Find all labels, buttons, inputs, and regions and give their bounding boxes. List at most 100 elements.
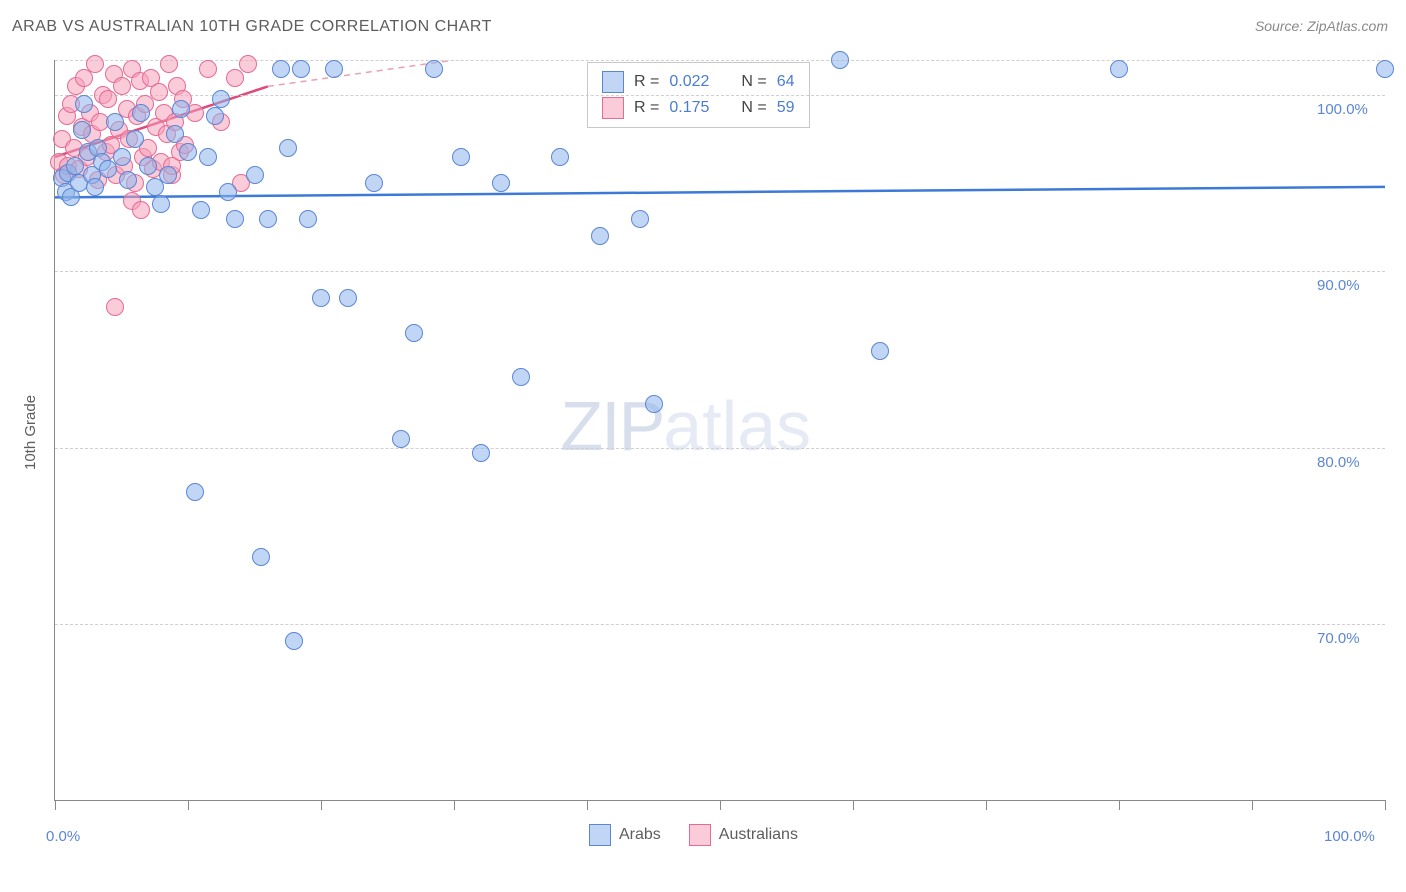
data-point-arabs bbox=[452, 148, 470, 166]
n-value-arabs: 64 bbox=[777, 69, 795, 95]
data-point-australians bbox=[86, 55, 104, 73]
data-point-arabs bbox=[126, 130, 144, 148]
data-point-australians bbox=[113, 77, 131, 95]
n-label: N = bbox=[741, 69, 766, 95]
r-value-arabs: 0.022 bbox=[669, 69, 709, 95]
data-point-australians bbox=[199, 60, 217, 78]
plot-area: ZIPatlas R = 0.022 N = 64 R = 0.175 N = … bbox=[54, 60, 1385, 801]
data-point-arabs bbox=[113, 148, 131, 166]
r-label: R = bbox=[634, 95, 659, 121]
x-tick-mark bbox=[853, 800, 854, 810]
swatch-australians bbox=[689, 824, 711, 846]
legend-row-arabs: R = 0.022 N = 64 bbox=[602, 69, 795, 95]
gridline bbox=[55, 95, 1385, 96]
data-point-arabs bbox=[299, 210, 317, 228]
data-point-australians bbox=[226, 69, 244, 87]
data-point-arabs bbox=[186, 483, 204, 501]
x-tick-mark bbox=[188, 800, 189, 810]
data-point-arabs bbox=[66, 157, 84, 175]
x-tick-mark bbox=[55, 800, 56, 810]
x-tick-mark bbox=[321, 800, 322, 810]
data-point-arabs bbox=[226, 210, 244, 228]
r-label: R = bbox=[634, 69, 659, 95]
data-point-australians bbox=[106, 298, 124, 316]
x-tick-mark bbox=[1119, 800, 1120, 810]
data-point-arabs bbox=[199, 148, 217, 166]
data-point-arabs bbox=[86, 178, 104, 196]
data-point-arabs bbox=[365, 174, 383, 192]
data-point-arabs bbox=[831, 51, 849, 69]
data-point-arabs bbox=[212, 90, 230, 108]
data-point-arabs bbox=[285, 632, 303, 650]
data-point-arabs bbox=[132, 104, 150, 122]
data-point-australians bbox=[99, 90, 117, 108]
gridline bbox=[55, 271, 1385, 272]
n-value-australians: 59 bbox=[777, 95, 795, 121]
data-point-arabs bbox=[551, 148, 569, 166]
source-label: Source: ZipAtlas.com bbox=[1255, 18, 1388, 34]
swatch-australians bbox=[602, 97, 624, 119]
data-point-arabs bbox=[152, 195, 170, 213]
legend-label-arabs: Arabs bbox=[619, 826, 661, 844]
x-tick-mark bbox=[587, 800, 588, 810]
y-tick-label: 90.0% bbox=[1317, 277, 1360, 294]
data-point-arabs bbox=[292, 60, 310, 78]
data-point-arabs bbox=[272, 60, 290, 78]
y-tick-label: 80.0% bbox=[1317, 454, 1360, 471]
data-point-arabs bbox=[139, 157, 157, 175]
x-tick-mark bbox=[454, 800, 455, 810]
data-point-arabs bbox=[179, 143, 197, 161]
data-point-arabs bbox=[1376, 60, 1394, 78]
x-tick-mark bbox=[1385, 800, 1386, 810]
data-point-australians bbox=[239, 55, 257, 73]
data-point-arabs bbox=[119, 171, 137, 189]
data-point-arabs bbox=[405, 324, 423, 342]
data-point-arabs bbox=[279, 139, 297, 157]
data-point-arabs bbox=[339, 289, 357, 307]
data-point-arabs bbox=[871, 342, 889, 360]
swatch-arabs bbox=[589, 824, 611, 846]
data-point-arabs bbox=[73, 121, 91, 139]
x-tick-label: 0.0% bbox=[46, 828, 80, 845]
watermark: ZIPatlas bbox=[560, 386, 811, 466]
data-point-arabs bbox=[392, 430, 410, 448]
data-point-australians bbox=[150, 83, 168, 101]
r-value-australians: 0.175 bbox=[669, 95, 709, 121]
legend-row-australians: R = 0.175 N = 59 bbox=[602, 95, 795, 121]
data-point-arabs bbox=[645, 395, 663, 413]
gridline bbox=[55, 624, 1385, 625]
data-point-arabs bbox=[325, 60, 343, 78]
data-point-arabs bbox=[106, 113, 124, 131]
legend-label-australians: Australians bbox=[719, 826, 798, 844]
data-point-arabs bbox=[159, 166, 177, 184]
data-point-arabs bbox=[206, 107, 224, 125]
x-tick-mark bbox=[720, 800, 721, 810]
legend-item-australians: Australians bbox=[689, 824, 798, 846]
x-tick-label: 100.0% bbox=[1324, 828, 1375, 845]
data-point-arabs bbox=[246, 166, 264, 184]
data-point-arabs bbox=[252, 548, 270, 566]
data-point-arabs bbox=[1110, 60, 1128, 78]
swatch-arabs bbox=[602, 71, 624, 93]
data-point-arabs bbox=[166, 125, 184, 143]
y-axis-label: 10th Grade bbox=[22, 395, 39, 470]
gridline bbox=[55, 448, 1385, 449]
data-point-arabs bbox=[425, 60, 443, 78]
data-point-arabs bbox=[192, 201, 210, 219]
data-point-arabs bbox=[631, 210, 649, 228]
n-label: N = bbox=[741, 95, 766, 121]
data-point-arabs bbox=[512, 368, 530, 386]
x-tick-mark bbox=[1252, 800, 1253, 810]
series-legend: Arabs Australians bbox=[589, 824, 798, 846]
data-point-arabs bbox=[591, 227, 609, 245]
y-tick-label: 100.0% bbox=[1317, 101, 1368, 118]
data-point-australians bbox=[160, 55, 178, 73]
data-point-arabs bbox=[492, 174, 510, 192]
data-point-arabs bbox=[259, 210, 277, 228]
data-point-arabs bbox=[312, 289, 330, 307]
y-tick-label: 70.0% bbox=[1317, 630, 1360, 647]
legend-item-arabs: Arabs bbox=[589, 824, 661, 846]
x-tick-mark bbox=[986, 800, 987, 810]
data-point-arabs bbox=[472, 444, 490, 462]
data-point-australians bbox=[132, 201, 150, 219]
